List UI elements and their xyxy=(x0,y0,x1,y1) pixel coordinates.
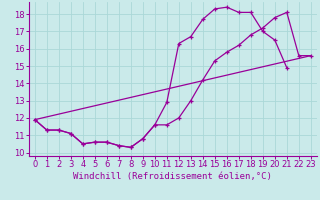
X-axis label: Windchill (Refroidissement éolien,°C): Windchill (Refroidissement éolien,°C) xyxy=(73,172,272,181)
